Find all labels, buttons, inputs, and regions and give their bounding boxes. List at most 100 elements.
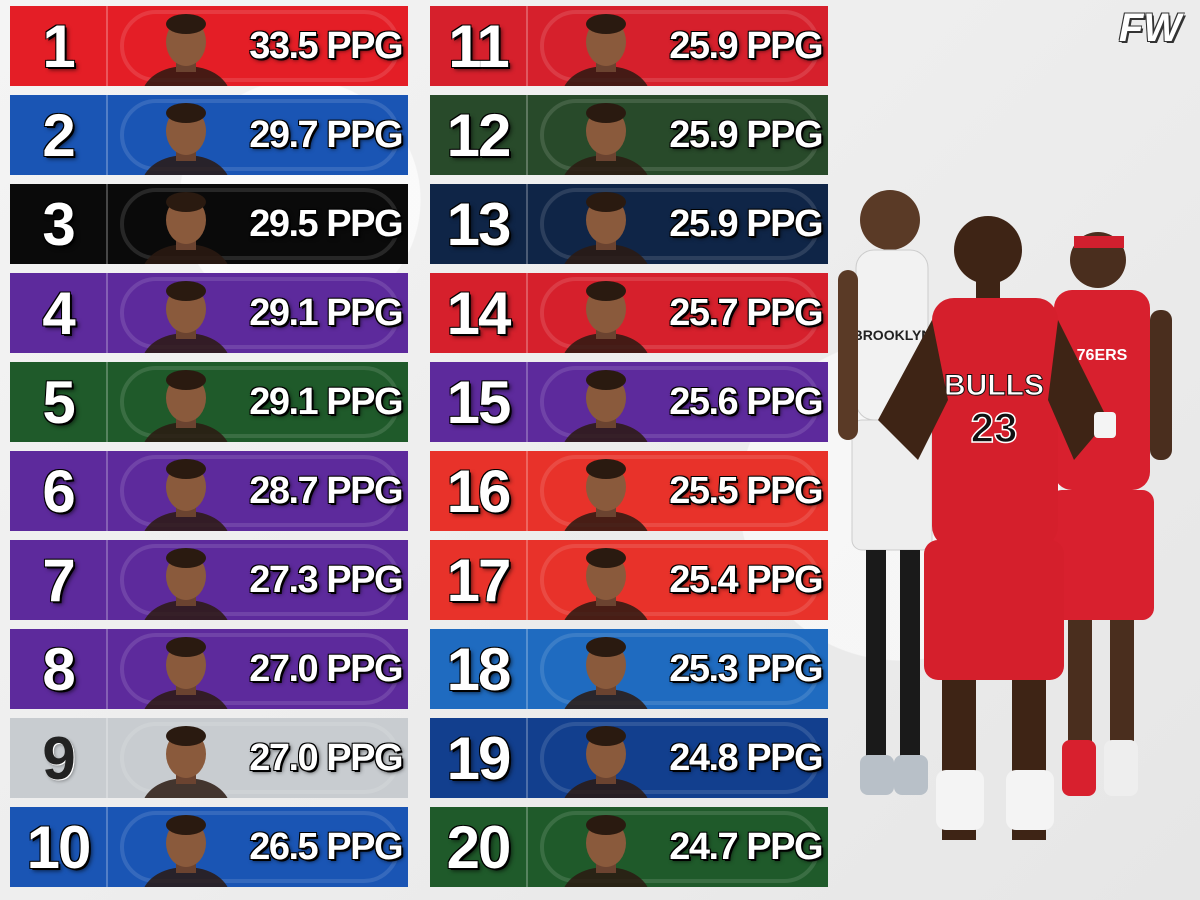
rank-number: 20 — [430, 807, 528, 887]
ranking-row: 6 28.7 PPG — [10, 451, 408, 531]
team-logo-watermark — [120, 811, 400, 883]
team-logo-watermark — [120, 544, 400, 616]
rank-number: 13 — [430, 184, 528, 264]
rank-number: 6 — [10, 451, 108, 531]
ranking-row: 5 29.1 PPG — [10, 362, 408, 442]
ranking-column-right: 11 25.9 PPG 12 25.9 PPG 13 25.9 PPG 14 25.7 PPG… — [430, 6, 828, 887]
team-logo-watermark — [540, 188, 820, 260]
ranking-row: 8 27.0 PPG — [10, 629, 408, 709]
ranking-row: 7 27.3 PPG — [10, 540, 408, 620]
rank-number: 7 — [10, 540, 108, 620]
hero-players-illustration: BROOKLYN 76ERS BULLS 23 — [838, 190, 1172, 840]
points-per-game: 27.0 PPG — [249, 736, 403, 779]
player-headshot — [140, 811, 232, 887]
rank-number: 15 — [430, 362, 528, 442]
team-logo-watermark — [120, 10, 400, 82]
player-headshot — [560, 99, 652, 175]
rank-number: 16 — [430, 451, 528, 531]
points-per-game: 24.8 PPG — [669, 736, 823, 779]
hero-jersey-center-number: 23 — [971, 404, 1018, 451]
points-per-game: 25.5 PPG — [669, 469, 823, 512]
team-logo-watermark — [540, 99, 820, 171]
player-headshot — [140, 10, 232, 86]
points-per-game: 25.9 PPG — [669, 202, 823, 245]
points-per-game: 27.0 PPG — [249, 647, 403, 690]
points-per-game: 25.9 PPG — [669, 113, 823, 156]
rank-number: 2 — [10, 95, 108, 175]
fw-logo: FW — [1118, 5, 1182, 50]
ranking-row: 20 24.7 PPG — [430, 807, 828, 887]
hero-jersey-left-text: BROOKLYN — [853, 327, 932, 343]
player-headshot — [560, 722, 652, 798]
ranking-row: 15 25.6 PPG — [430, 362, 828, 442]
team-logo-watermark — [120, 633, 400, 705]
team-logo-watermark — [540, 722, 820, 794]
player-headshot — [560, 277, 652, 353]
team-logo-watermark — [540, 10, 820, 82]
team-logo-watermark — [540, 366, 820, 438]
ranking-row: 14 25.7 PPG — [430, 273, 828, 353]
player-headshot — [560, 188, 652, 264]
hero-player-left: BROOKLYN — [838, 190, 933, 795]
rank-number: 1 — [10, 6, 108, 86]
points-per-game: 26.5 PPG — [249, 825, 403, 868]
team-logo-watermark — [120, 99, 400, 171]
player-headshot — [560, 455, 652, 531]
player-headshot — [140, 455, 232, 531]
ranking-row: 13 25.9 PPG — [430, 184, 828, 264]
team-logo-watermark — [120, 722, 400, 794]
player-headshot — [560, 10, 652, 86]
rank-number: 4 — [10, 273, 108, 353]
rank-number: 10 — [10, 807, 108, 887]
points-per-game: 25.6 PPG — [669, 380, 823, 423]
hero-jersey-center-team: BULLS — [944, 369, 1044, 402]
ranking-row: 2 29.7 PPG — [10, 95, 408, 175]
player-headshot — [140, 277, 232, 353]
player-headshot — [560, 811, 652, 887]
team-logo-watermark — [120, 188, 400, 260]
ranking-row: 16 25.5 PPG — [430, 451, 828, 531]
rank-number: 3 — [10, 184, 108, 264]
points-per-game: 25.3 PPG — [669, 647, 823, 690]
hero-players-image: BROOKLYN 76ERS BULLS 23 — [838, 180, 1198, 840]
rank-number: 11 — [430, 6, 528, 86]
points-per-game: 33.5 PPG — [249, 24, 403, 67]
team-logo-watermark — [120, 455, 400, 527]
ranking-row: 19 24.8 PPG — [430, 718, 828, 798]
team-logo-watermark — [540, 277, 820, 349]
team-logo-watermark — [120, 277, 400, 349]
player-headshot — [560, 366, 652, 442]
rank-number: 12 — [430, 95, 528, 175]
hero-player-center: BULLS 23 — [878, 216, 1116, 840]
hero-jersey-right-text: 76ERS — [1077, 347, 1128, 364]
player-headshot — [140, 366, 232, 442]
player-headshot — [140, 188, 232, 264]
player-headshot — [140, 544, 232, 620]
player-headshot — [140, 633, 232, 709]
ranking-row: 17 25.4 PPG — [430, 540, 828, 620]
points-per-game: 28.7 PPG — [249, 469, 403, 512]
team-logo-watermark — [540, 633, 820, 705]
points-per-game: 29.5 PPG — [249, 202, 403, 245]
ranking-row: 18 25.3 PPG — [430, 629, 828, 709]
ranking-row: 10 26.5 PPG — [10, 807, 408, 887]
points-per-game: 25.9 PPG — [669, 24, 823, 67]
rank-number: 19 — [430, 718, 528, 798]
rank-number: 17 — [430, 540, 528, 620]
ranking-row: 11 25.9 PPG — [430, 6, 828, 86]
ranking-column-left: 1 33.5 PPG 2 29.7 PPG 3 29.5 PPG 4 29.1 PPG 5 29.… — [10, 6, 408, 887]
team-logo-watermark — [120, 366, 400, 438]
rank-number: 14 — [430, 273, 528, 353]
ranking-row: 9 27.0 PPG — [10, 718, 408, 798]
points-per-game: 29.7 PPG — [249, 113, 403, 156]
points-per-game: 29.1 PPG — [249, 380, 403, 423]
rank-number: 8 — [10, 629, 108, 709]
points-per-game: 25.7 PPG — [669, 291, 823, 334]
rank-number: 5 — [10, 362, 108, 442]
team-logo-watermark — [540, 811, 820, 883]
player-headshot — [560, 633, 652, 709]
points-per-game: 29.1 PPG — [249, 291, 403, 334]
hero-player-right: 76ERS — [1050, 232, 1172, 796]
ranking-row: 3 29.5 PPG — [10, 184, 408, 264]
player-headshot — [560, 544, 652, 620]
